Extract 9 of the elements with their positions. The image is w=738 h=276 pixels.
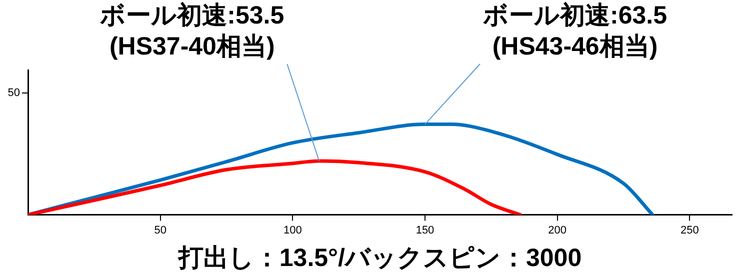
annotation: ボール初速:53.5 (HS37-40相当) [99,1,284,60]
x-tick-label: 250 [680,224,699,236]
x-tick-label: 50 [154,224,166,236]
x-tick-label: 200 [548,224,567,236]
x-axis-title: 打出し：13.5°/バックスピン：3000 [177,244,582,272]
text: 50 [8,87,20,100]
x-tick-label: 100 [283,224,302,236]
annotation: ボール初速:63.5 (HS43-46相当) [482,1,668,60]
x-tick-label: 150 [416,224,434,236]
